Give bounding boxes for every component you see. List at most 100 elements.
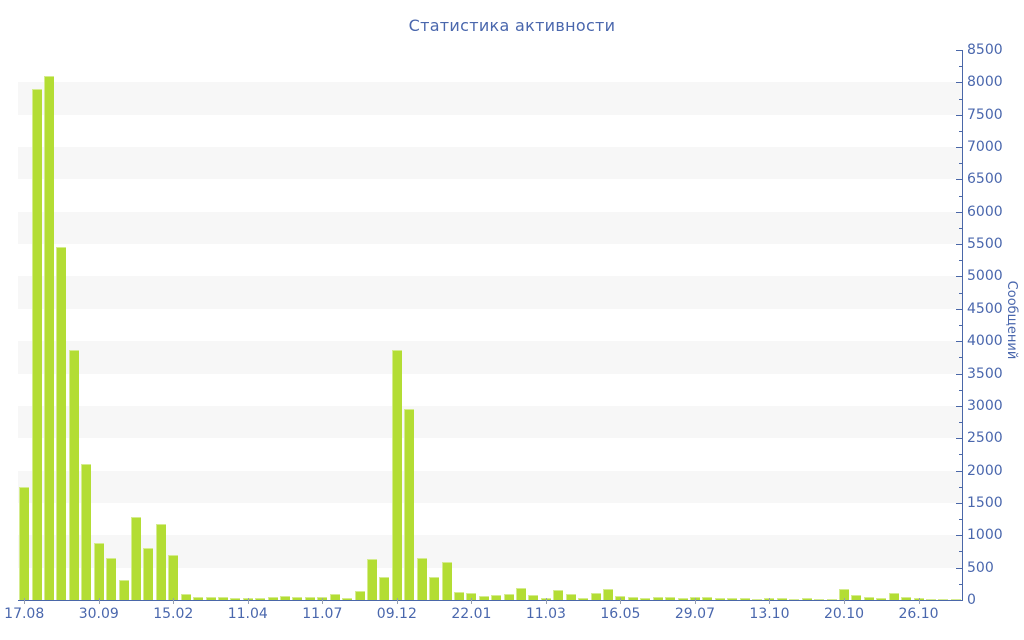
y-major-tick xyxy=(956,373,963,375)
bar xyxy=(801,598,812,600)
bar xyxy=(429,576,440,600)
bar xyxy=(379,577,390,600)
x-tick-label: 09.12 xyxy=(376,606,417,622)
y-tick-label: 2500 xyxy=(967,430,1003,447)
bar xyxy=(603,589,613,600)
y-tick-label: 5500 xyxy=(967,236,1003,253)
bar xyxy=(304,597,315,600)
bar xyxy=(652,597,663,600)
bar xyxy=(217,597,228,600)
bar xyxy=(925,598,936,600)
chart-title: Статистика активности xyxy=(408,16,616,35)
bar xyxy=(416,557,427,600)
y-tick-label: 5000 xyxy=(967,268,1003,285)
bar xyxy=(553,590,564,600)
bar xyxy=(193,597,204,600)
y-major-tick xyxy=(956,341,963,343)
y-major-tick xyxy=(956,502,963,504)
bar xyxy=(131,517,141,600)
bar xyxy=(19,486,30,600)
bar xyxy=(255,597,266,600)
y-minor-tick xyxy=(959,292,963,294)
y-major-tick xyxy=(956,244,963,246)
y-minor-tick xyxy=(959,325,963,326)
grid-band xyxy=(18,276,962,309)
bar xyxy=(677,598,688,600)
bar xyxy=(888,593,899,600)
bar xyxy=(404,409,415,600)
x-tick-label: 11.04 xyxy=(227,606,268,622)
y-major-tick xyxy=(956,82,963,84)
y-minor-tick xyxy=(959,583,963,585)
y-tick-label: 2000 xyxy=(967,462,1003,479)
x-tick-label: 20.10 xyxy=(823,606,865,622)
y-minor-tick xyxy=(959,98,963,100)
bar xyxy=(901,596,912,600)
y-tick-label: 6000 xyxy=(967,203,1003,220)
y-major-tick xyxy=(956,405,963,407)
x-tick-label: 16.05 xyxy=(600,606,641,622)
grid-band xyxy=(18,211,962,245)
y-minor-tick xyxy=(959,357,963,359)
y-major-tick xyxy=(956,438,963,440)
bar xyxy=(118,580,129,600)
x-tick-label: 22.01 xyxy=(451,606,492,622)
y-major-tick xyxy=(956,50,963,51)
y-minor-tick xyxy=(959,66,963,68)
bar xyxy=(876,597,887,600)
x-tick xyxy=(247,598,249,604)
y-tick-label: 7500 xyxy=(967,106,1003,123)
y-tick-label: 8000 xyxy=(967,74,1003,91)
y-major-tick xyxy=(956,179,963,181)
bar xyxy=(739,598,750,600)
x-tick-label: 11.03 xyxy=(525,606,566,622)
y-tick-label: 0 xyxy=(967,592,976,608)
bar xyxy=(453,592,464,600)
bar xyxy=(329,593,340,600)
bar xyxy=(752,598,763,600)
x-tick xyxy=(844,598,845,604)
x-tick-label: 15.02 xyxy=(153,606,194,622)
y-minor-tick xyxy=(959,454,963,456)
bar xyxy=(851,595,862,600)
y-tick-label: 500 xyxy=(967,559,994,576)
bar xyxy=(143,547,154,600)
x-tick xyxy=(545,598,547,604)
bar xyxy=(342,597,353,600)
x-axis-line xyxy=(18,600,963,601)
bar xyxy=(280,595,291,600)
bar xyxy=(814,598,825,600)
y-minor-tick xyxy=(959,551,963,553)
y-tick-label: 8500 xyxy=(967,42,1003,58)
y-minor-tick xyxy=(959,227,963,229)
y-tick-label: 3500 xyxy=(967,365,1003,382)
bar xyxy=(31,88,42,600)
grid-band xyxy=(18,147,962,180)
y-tick-label: 4000 xyxy=(967,333,1003,350)
y-major-tick xyxy=(956,276,963,278)
y-minor-tick xyxy=(959,422,963,424)
y-major-tick xyxy=(956,308,963,310)
y-major-tick xyxy=(956,567,963,569)
y-axis-title: Сообщений xyxy=(1004,280,1019,360)
bar xyxy=(578,598,589,600)
bar xyxy=(702,597,713,600)
bar xyxy=(714,598,725,600)
x-tick-label: 29.07 xyxy=(674,606,715,622)
bar xyxy=(590,592,601,600)
bar xyxy=(950,599,961,600)
bar xyxy=(267,596,278,600)
y-minor-tick xyxy=(959,519,963,521)
grid-band xyxy=(18,405,962,439)
y-major-tick xyxy=(956,600,963,601)
bar xyxy=(155,524,166,600)
x-tick xyxy=(471,598,473,604)
x-tick-label: 13.10 xyxy=(749,606,790,622)
x-tick xyxy=(173,598,175,604)
y-tick-label: 1500 xyxy=(967,494,1003,511)
bar xyxy=(640,598,651,600)
y-minor-tick xyxy=(959,389,963,391)
bar xyxy=(727,598,738,600)
bar xyxy=(528,595,539,600)
